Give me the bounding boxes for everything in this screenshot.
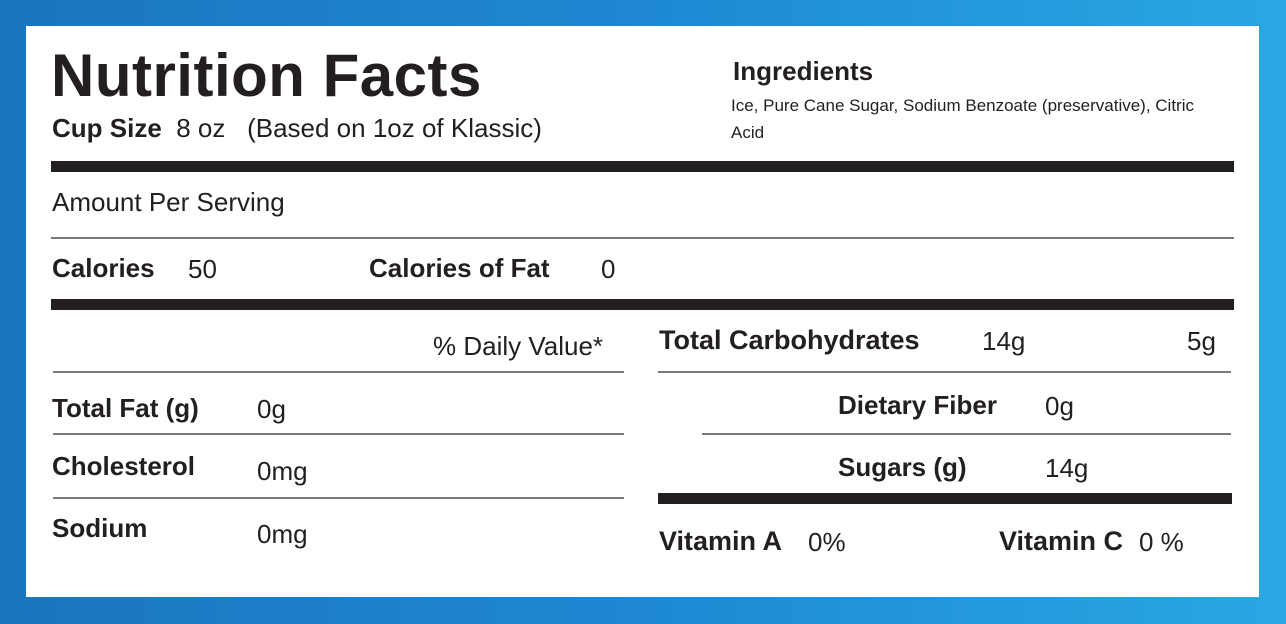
carbs-value: 14g	[982, 326, 1026, 356]
nutrition-label: Nutrition Facts Cup Size 8 oz (Based on …	[26, 26, 1259, 597]
amount-per-serving: Amount Per Serving	[52, 187, 285, 217]
divider-thick	[51, 161, 1234, 172]
divider-thin	[702, 433, 1231, 435]
nutrient-value: 0mg	[257, 456, 308, 486]
label-title: Nutrition Facts	[51, 42, 482, 109]
nutrient-label: Total Fat (g)	[52, 393, 199, 423]
ingredients-text: Ice, Pure Cane Sugar, Sodium Benzoate (p…	[731, 96, 1194, 142]
carbs-label: Total Carbohydrates	[659, 325, 920, 355]
nutrient-value: 0g	[257, 394, 286, 424]
calories-value: 50	[188, 254, 217, 284]
calories-fat-value: 0	[601, 254, 616, 284]
sugars-value: 14g	[1045, 453, 1089, 483]
cup-size-label: Cup Size	[52, 113, 162, 143]
vitamin-value: 0 %	[1139, 527, 1184, 557]
nutrient-label: Sodium	[52, 513, 148, 543]
divider-thick	[658, 493, 1232, 504]
cup-size-value: 8 oz	[176, 113, 226, 143]
divider-thin	[53, 433, 624, 435]
dietary-fiber-label: Dietary Fiber	[838, 390, 997, 420]
calories-fat-label: Calories of Fat	[369, 253, 550, 283]
cup-size-note: (Based on 1oz of Klassic)	[247, 113, 542, 143]
divider-thin	[53, 497, 624, 499]
ingredients-title: Ingredients	[733, 56, 874, 86]
divider-thick	[51, 299, 1234, 310]
daily-value-header: % Daily Value*	[433, 331, 604, 361]
vitamin-label: Vitamin A	[659, 526, 783, 556]
calories-label: Calories	[52, 253, 155, 283]
dietary-fiber-value: 0g	[1045, 391, 1074, 421]
carbs-daily: 5g	[1187, 326, 1216, 356]
vitamin-label: Vitamin C	[999, 526, 1124, 556]
divider-thin	[51, 237, 1234, 239]
divider-thin	[658, 371, 1231, 373]
divider-thin	[53, 371, 624, 373]
sugars-label: Sugars (g)	[838, 452, 967, 482]
vitamin-value: 0%	[808, 527, 846, 557]
cup-size: Cup Size 8 oz (Based on 1oz of Klassic)	[52, 113, 542, 143]
nutrient-value: 0mg	[257, 519, 308, 549]
nutrient-label: Cholesterol	[52, 451, 196, 481]
